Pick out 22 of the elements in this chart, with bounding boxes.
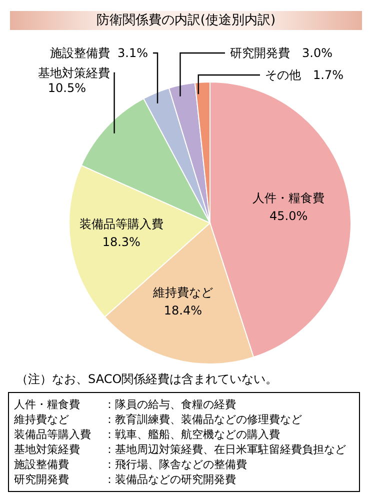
data-label: 1.7% [313, 68, 344, 82]
slice-label: 施設整備費 [50, 46, 110, 60]
slice-label: 研究開発費 [230, 46, 290, 60]
text: （注）なお、SACO関係経費は含まれていない。 [16, 371, 278, 388]
text: 施設整備費：飛行場、隊舎などの整備費 [14, 458, 247, 471]
data-label: 18.4% [164, 304, 202, 318]
text: 人件・糧食費：隊員の給与、食糧の経費 [14, 398, 236, 411]
text: 維持費など：教育訓練費、装備品などの修理費など [14, 413, 302, 426]
data-label: 3.1% [118, 46, 148, 60]
data-label: 18.3% [102, 234, 140, 249]
data-label: 10.5% [48, 81, 86, 95]
slice-label: 基地対策経費 [38, 66, 110, 80]
text: 基地対策経費：基地周辺対策経費、在日米軍駐留経費負担など [14, 443, 346, 456]
slice-label: 維持費など [152, 286, 213, 300]
text: 研究開発費：装備品などの研究開発費 [14, 473, 236, 486]
data-label: 45.0% [269, 208, 308, 223]
slice-label: 装備品等購入費 [79, 216, 164, 231]
slice-label: 人件・糧食費 [252, 190, 325, 205]
slice-label: その他 [265, 68, 301, 82]
chart-title: 防衛関係費の内訳(使途別内訳) [10, 11, 362, 30]
data-label: 3.0% [302, 46, 332, 60]
text: 装備品等購入費：戦車、艦船、航空機などの購入費 [14, 427, 280, 442]
